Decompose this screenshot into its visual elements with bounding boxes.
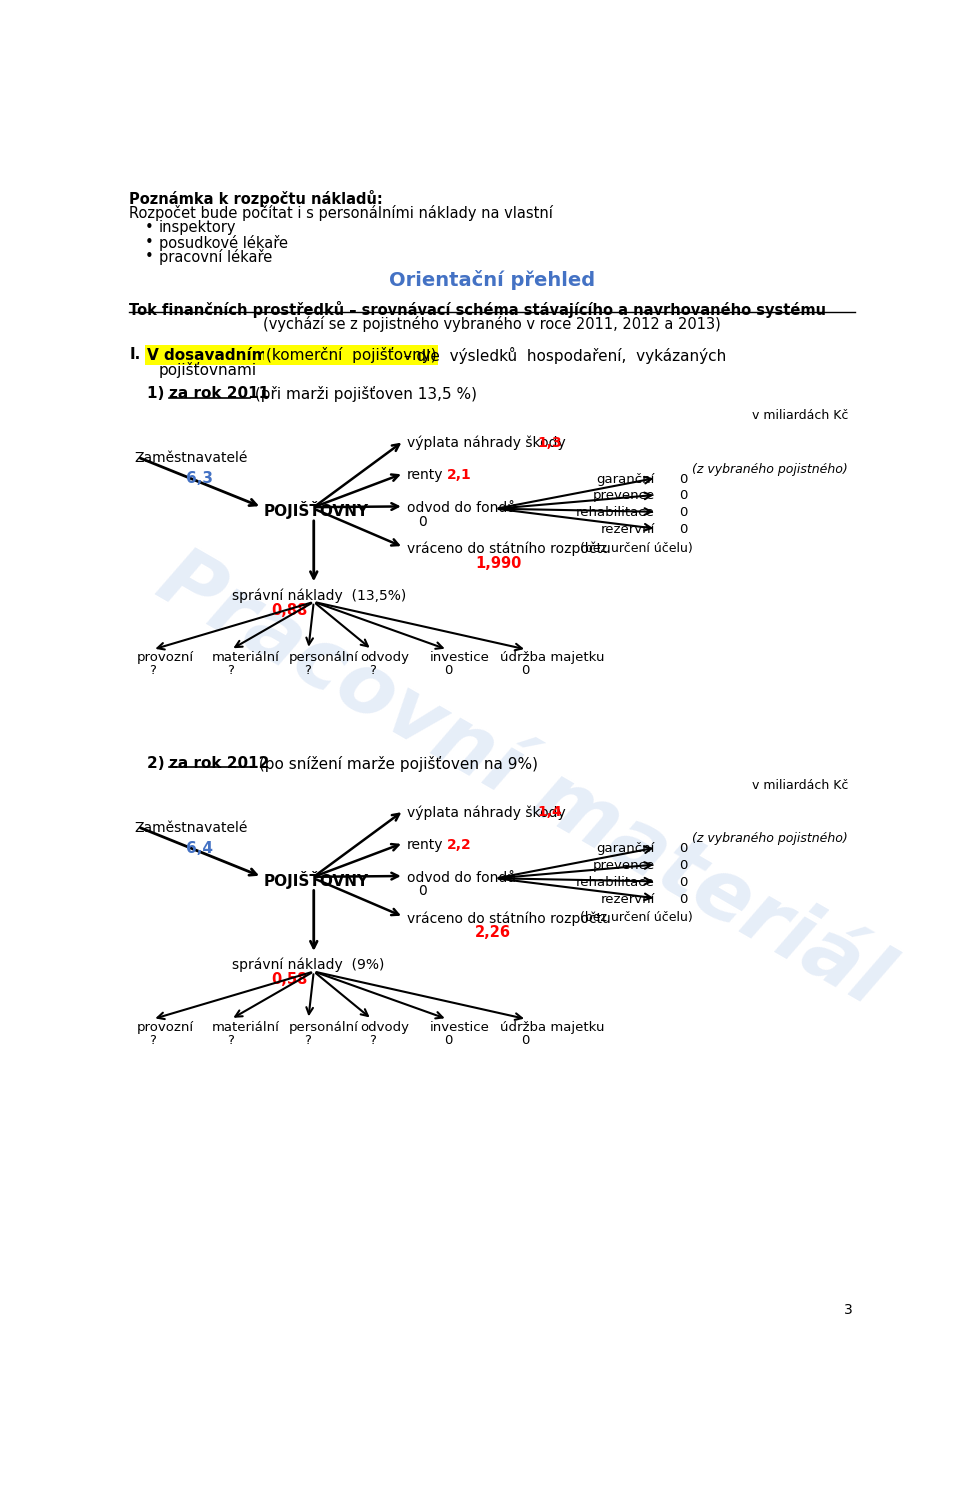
Text: provozní: provozní	[137, 651, 194, 664]
Text: odvod do fondů: odvod do fondů	[407, 502, 516, 515]
Text: ?: ?	[370, 664, 376, 678]
Text: 0: 0	[680, 842, 688, 855]
Text: 3: 3	[844, 1303, 852, 1317]
Text: (vychází se z pojistného vybraného v roce 2011, 2012 a 2013): (vychází se z pojistného vybraného v roc…	[263, 317, 721, 333]
Text: ?: ?	[304, 1033, 311, 1047]
Text: I.: I.	[130, 346, 140, 361]
Text: vráceno do státního rozpočtu: vráceno do státního rozpočtu	[407, 542, 611, 557]
Text: prevence: prevence	[592, 858, 655, 872]
Text: odvody: odvody	[360, 651, 409, 664]
Text: výplata náhrady škody: výplata náhrady škody	[407, 805, 565, 820]
Text: (při marži pojišťoven 13,5 %): (při marži pojišťoven 13,5 %)	[251, 387, 477, 402]
Text: investice: investice	[430, 651, 490, 664]
Text: 0: 0	[680, 893, 688, 906]
Text: vráceno do státního rozpočtu: vráceno do státního rozpočtu	[407, 911, 611, 926]
Text: Rozpočet bude počítat i s personálními náklady na vlastní: Rozpočet bude počítat i s personálními n…	[130, 206, 553, 221]
Text: Poznámka k rozpočtu nákladů:: Poznámka k rozpočtu nákladů:	[130, 190, 383, 208]
Text: za rok 2011: za rok 2011	[169, 387, 269, 402]
Text: 0: 0	[521, 664, 530, 678]
Text: ?: ?	[304, 664, 311, 678]
Text: údržba majetku: údržba majetku	[500, 651, 604, 664]
Text: 1,4: 1,4	[537, 805, 562, 820]
Text: (po snížení marže pojišťoven na 9%): (po snížení marže pojišťoven na 9%)	[254, 755, 538, 772]
Text: 2,26: 2,26	[475, 926, 511, 941]
Text: 1): 1)	[147, 387, 175, 402]
Text: Tok finančních prostředků – srovnávací schéma stávajícího a navrhovaného systému: Tok finančních prostředků – srovnávací s…	[130, 300, 827, 318]
Text: ?: ?	[370, 1033, 376, 1047]
Text: ?: ?	[227, 664, 234, 678]
Text: (bez určení účelu): (bez určení účelu)	[576, 911, 692, 924]
Text: 0: 0	[419, 515, 427, 529]
Text: 0: 0	[444, 664, 452, 678]
Text: (z vybraného pojistného): (z vybraného pojistného)	[692, 832, 848, 845]
Text: v miliardách Kč: v miliardách Kč	[752, 779, 849, 791]
Text: 0: 0	[419, 884, 427, 899]
Text: správní náklady  (9%): správní náklady (9%)	[232, 957, 385, 972]
Text: výplata náhrady škody: výplata náhrady škody	[407, 436, 565, 449]
Text: Orientační přehled: Orientační přehled	[389, 270, 595, 290]
Text: 0: 0	[680, 506, 688, 520]
Text: údržba majetku: údržba majetku	[500, 1021, 604, 1033]
Text: v miliardách Kč: v miliardách Kč	[752, 409, 849, 423]
Text: investice: investice	[430, 1021, 490, 1033]
Text: 6,4: 6,4	[186, 841, 213, 855]
Text: odvody: odvody	[360, 1021, 409, 1033]
Text: (komerční  pojišťovny): (komerční pojišťovny)	[266, 346, 437, 363]
Text: renty: renty	[407, 838, 444, 851]
Text: renty: renty	[407, 467, 444, 482]
Text: (bez určení účelu): (bez určení účelu)	[576, 542, 692, 555]
Text: •: •	[145, 219, 154, 234]
Text: •: •	[145, 249, 154, 264]
Text: garanční: garanční	[596, 472, 655, 485]
Text: Zaměstnavatelé: Zaměstnavatelé	[134, 451, 248, 464]
Text: 0: 0	[680, 524, 688, 536]
Text: 1,3: 1,3	[537, 436, 562, 449]
Text: rehabilitace: rehabilitace	[576, 876, 655, 888]
Text: 1,990: 1,990	[475, 555, 521, 570]
Text: 0: 0	[444, 1033, 452, 1047]
Text: posudkové lékaře: posudkové lékaře	[158, 234, 288, 251]
Text: 0,88: 0,88	[271, 603, 307, 618]
Text: ?: ?	[150, 1033, 156, 1047]
Text: 0: 0	[521, 1033, 530, 1047]
Text: garanční: garanční	[596, 842, 655, 855]
Text: rezervní: rezervní	[600, 893, 655, 906]
Text: 0: 0	[680, 876, 688, 888]
Text: prevence: prevence	[592, 490, 655, 503]
Text: za rok 2012: za rok 2012	[169, 755, 269, 770]
Text: 0: 0	[680, 490, 688, 503]
Text: V dosavadním  systému: V dosavadním systému	[147, 346, 350, 363]
Text: 0: 0	[680, 858, 688, 872]
Text: pracovní lékaře: pracovní lékaře	[158, 249, 272, 266]
Text: ?: ?	[227, 1033, 234, 1047]
Text: rehabilitace: rehabilitace	[576, 506, 655, 520]
Text: ?: ?	[150, 664, 156, 678]
Text: 2,2: 2,2	[447, 838, 471, 851]
Text: POJIŠŤOVNY: POJIŠŤOVNY	[263, 870, 369, 888]
Text: Zaměstnavatelé: Zaměstnavatelé	[134, 821, 248, 835]
Text: •: •	[145, 234, 154, 249]
Text: materiální: materiální	[211, 651, 279, 664]
Text: správní náklady  (13,5%): správní náklady (13,5%)	[232, 588, 407, 603]
Text: inspektory: inspektory	[158, 219, 236, 234]
Text: 0: 0	[680, 472, 688, 485]
Text: materiální: materiální	[211, 1021, 279, 1033]
Text: pojišťovnami: pojišťovnami	[158, 361, 257, 378]
Text: personální: personální	[289, 651, 359, 664]
Text: – dle  výsledků  hospodaření,  vykázaných: – dle výsledků hospodaření, vykázaných	[399, 346, 727, 364]
Text: rezervní: rezervní	[600, 524, 655, 536]
Text: POJIŠŤOVNY: POJIŠŤOVNY	[263, 502, 369, 520]
Text: Pracovní materiál: Pracovní materiál	[144, 537, 901, 1021]
Text: odvod do fondů: odvod do fondů	[407, 870, 516, 885]
Text: personální: personální	[289, 1021, 359, 1033]
Text: 2): 2)	[147, 755, 176, 770]
Text: provozní: provozní	[137, 1021, 194, 1033]
Text: 2,1: 2,1	[447, 467, 471, 482]
Text: 6,3: 6,3	[186, 472, 213, 487]
Text: 0,58: 0,58	[271, 972, 307, 987]
Text: (z vybraného pojistného): (z vybraného pojistného)	[692, 463, 848, 475]
